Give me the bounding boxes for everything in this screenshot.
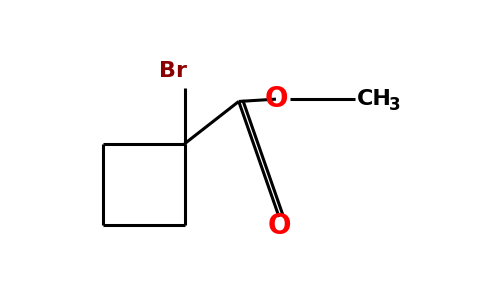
Text: O: O xyxy=(267,212,291,240)
Text: CH: CH xyxy=(357,89,392,109)
Text: 3: 3 xyxy=(389,95,401,113)
Text: Br: Br xyxy=(159,61,187,81)
Text: O: O xyxy=(264,85,287,113)
